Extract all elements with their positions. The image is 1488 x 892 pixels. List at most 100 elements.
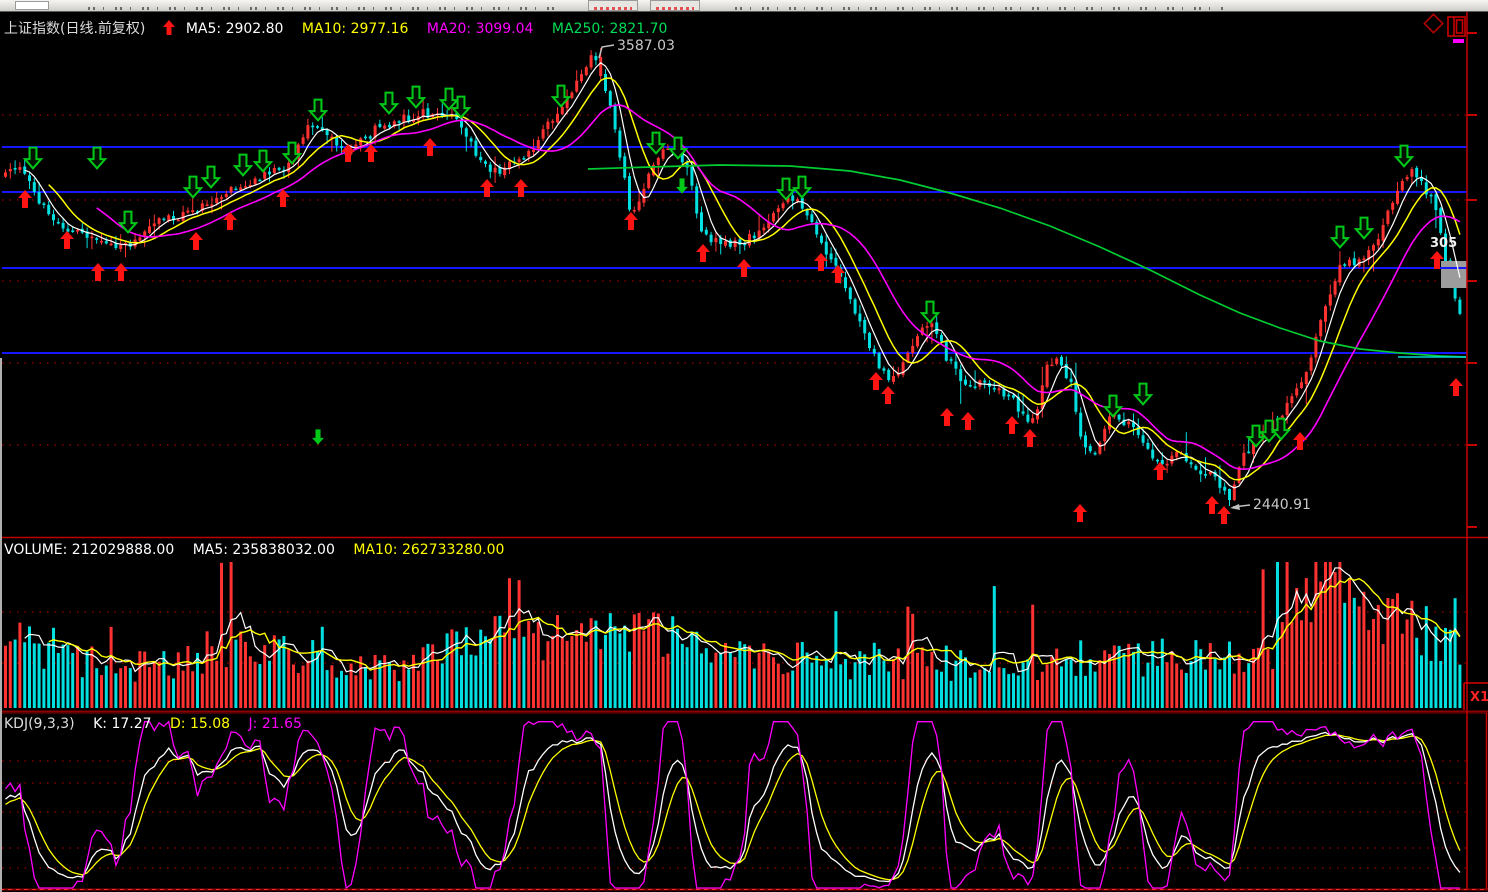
sell-signal-arrow bbox=[1270, 417, 1292, 441]
sell-signal-arrow bbox=[378, 91, 400, 115]
buy-signal-arrow bbox=[1153, 462, 1167, 480]
kdj-k-label: K: bbox=[93, 716, 107, 732]
ma10-label: MA10: bbox=[301, 21, 347, 37]
sell-signal-arrow bbox=[775, 177, 797, 201]
ma10-readout: MA10: 2977.16 bbox=[302, 21, 409, 37]
buy-signal-arrow bbox=[189, 232, 203, 250]
ma20-value: 3099.04 bbox=[475, 21, 534, 37]
sell-signal-arrow bbox=[1353, 216, 1375, 240]
sell-signal-arrow bbox=[86, 146, 108, 170]
buy-signal-arrow bbox=[341, 144, 355, 162]
menu-button-highlight-1[interactable] bbox=[588, 0, 638, 11]
volume-ma10-readout: MA10: 262733280.00 bbox=[353, 542, 504, 558]
buy-signal-arrow bbox=[60, 231, 74, 249]
buy-signal-arrow bbox=[1449, 378, 1463, 396]
sell-signal-arrow bbox=[307, 98, 329, 122]
sell-signal-arrow bbox=[645, 131, 667, 155]
volume-ma10-label: MA10: bbox=[353, 542, 398, 558]
sell-signal-arrow bbox=[450, 95, 472, 119]
buy-signal-arrow bbox=[276, 189, 290, 207]
moving-average-layer bbox=[24, 61, 1467, 489]
ma250-readout: MA250: 2821.70 bbox=[552, 21, 667, 37]
kdj-k-readout: K: 17.27 bbox=[93, 716, 151, 732]
menu-button-highlight-2[interactable] bbox=[650, 0, 700, 11]
volume-label: VOLUME: bbox=[4, 542, 68, 558]
main-chart-header: 上证指数(日线.前复权) MA5: 2902.80 MA10: 2977.16 … bbox=[4, 18, 681, 38]
sell-signal-arrow bbox=[919, 300, 941, 324]
ma5-readout: MA5: 2902.80 bbox=[186, 21, 284, 37]
menu-button-red-text bbox=[594, 7, 632, 10]
buy-signal-arrow bbox=[1430, 251, 1444, 269]
buy-signal-arrow bbox=[1073, 504, 1087, 522]
buy-signal-arrow bbox=[18, 190, 32, 208]
sell-signal-arrow bbox=[200, 165, 222, 189]
annotation-connector-layer bbox=[598, 44, 1251, 510]
axis-layer bbox=[1463, 12, 1488, 890]
price-flag-layer bbox=[1441, 261, 1467, 288]
buy-signal-arrow bbox=[1005, 416, 1019, 434]
ma20-readout: MA20: 3099.04 bbox=[427, 21, 534, 37]
buy-signal-arrow bbox=[91, 263, 105, 281]
ma250-label: MA250: bbox=[551, 21, 606, 37]
sell-signal-arrow bbox=[667, 136, 689, 160]
candlestick-layer bbox=[4, 48, 1462, 506]
kdj-d-readout: D: 15.08 bbox=[170, 716, 230, 732]
volume-ma5-readout: MA5: 235838032.00 bbox=[193, 542, 335, 558]
sell-signal-arrow bbox=[252, 149, 274, 173]
sell-signal-arrow bbox=[1132, 382, 1154, 406]
titlebar-icons bbox=[1423, 13, 1466, 43]
buy-signal-arrow bbox=[364, 144, 378, 162]
sell-signal-arrow bbox=[1329, 225, 1351, 249]
window-icon[interactable] bbox=[1447, 16, 1466, 37]
volume-header: VOLUME: 212029888.00 MA5: 235838032.00 M… bbox=[4, 542, 518, 558]
sell-signal-arrow bbox=[1102, 394, 1124, 418]
volume-ma10-value: 262733280.00 bbox=[401, 542, 505, 558]
buy-signal-arrow bbox=[881, 386, 895, 404]
buy-signal-arrow bbox=[940, 408, 954, 426]
diamond-icon[interactable] bbox=[1423, 13, 1444, 34]
crosshair-price-label-partial: 305 bbox=[1430, 236, 1458, 251]
buy-signal-arrow bbox=[1217, 506, 1231, 524]
menu-logo bbox=[15, 1, 49, 10]
ma5-value: 2902.80 bbox=[225, 21, 284, 37]
sell-signal-arrow bbox=[22, 146, 44, 170]
ma250-value: 2821.70 bbox=[609, 21, 668, 37]
volume-multiplier-label: X1 bbox=[1470, 690, 1488, 705]
ma20-label: MA20: bbox=[426, 21, 472, 37]
support-line-layer bbox=[2, 146, 1467, 354]
kdj-j-value: 21.65 bbox=[261, 716, 302, 732]
top-menu-bar[interactable] bbox=[0, 0, 1488, 12]
buy-signal-arrow bbox=[480, 179, 494, 197]
buy-signal-arrow bbox=[1293, 432, 1307, 450]
signal-arrow-layer bbox=[18, 84, 1463, 524]
volume-value: 212029888.00 bbox=[71, 542, 175, 558]
symbol-title: 上证指数(日线.前复权) bbox=[4, 21, 146, 37]
sell-signal-arrow bbox=[117, 210, 139, 234]
kdj-header: KDJ(9,3,3) K: 17.27 D: 15.08 J: 21.65 bbox=[4, 716, 316, 732]
volume-readout: VOLUME: 212029888.00 bbox=[4, 542, 174, 558]
buy-signal-arrow bbox=[514, 179, 528, 197]
left-edge-strip bbox=[0, 358, 2, 892]
sell-signal-arrow bbox=[550, 84, 572, 108]
ma10-value: 2977.16 bbox=[350, 21, 409, 37]
menu-text-clipped-left bbox=[88, 7, 558, 10]
volume-ma5-value: 235838032.00 bbox=[232, 542, 335, 558]
buy-signal-arrow bbox=[869, 372, 883, 390]
menu-button-red-text bbox=[656, 7, 694, 10]
sell-signal-arrow bbox=[281, 141, 303, 165]
buy-signal-arrow bbox=[696, 244, 710, 262]
kdj-k-value: 17.27 bbox=[111, 716, 152, 732]
kdj-j-label: J: bbox=[248, 716, 258, 732]
kdj-d-value: 15.08 bbox=[189, 716, 231, 732]
buy-signal-arrow bbox=[423, 138, 437, 156]
solid-sell-arrow bbox=[676, 178, 688, 194]
buy-signal-arrow bbox=[1023, 429, 1037, 447]
solid-sell-arrow bbox=[312, 429, 324, 445]
trough-price-annotation: 2440.91 bbox=[1253, 497, 1311, 513]
sell-signal-arrow bbox=[232, 153, 254, 177]
buy-signal-arrow bbox=[1205, 496, 1219, 514]
kdj-title: KDJ(9,3,3) bbox=[4, 716, 75, 732]
buy-signal-arrow bbox=[831, 265, 845, 283]
